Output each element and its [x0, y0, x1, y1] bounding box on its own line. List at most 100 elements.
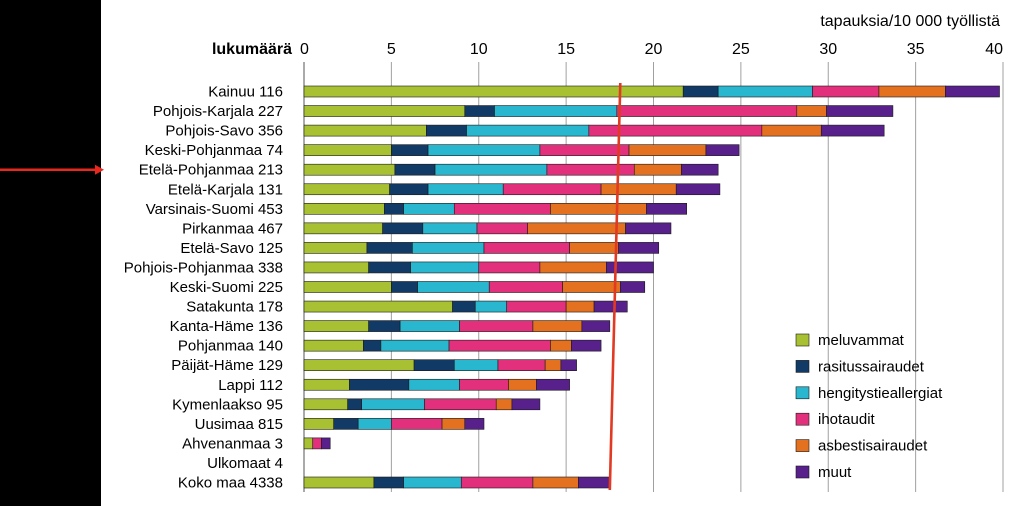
- bar-6-meluvammat: [303, 203, 385, 215]
- bar-3-rasitussairaudet: [391, 144, 429, 156]
- bar-13-rasitussairaudet: [363, 339, 382, 352]
- category-label-5: Etelä-Karjala 131: [168, 181, 283, 198]
- bar-7-muut: [625, 222, 672, 235]
- bar-16-meluvammat: [303, 398, 348, 411]
- category-label-6: Varsinais-Suomi 453: [146, 201, 283, 218]
- legend-swatch-rasitussairaudet: [795, 360, 810, 373]
- bar-5-asbestisairaudet: [600, 183, 677, 196]
- bar-10-asbestisairaudet: [562, 281, 621, 293]
- reference-line: [608, 82, 622, 491]
- category-label-14: Päijät-Häme 129: [171, 357, 283, 374]
- bar-8-hengitystieallergiat: [412, 242, 485, 254]
- bar-7-hengitystieallergiat: [422, 222, 478, 235]
- left-black-panel: [0, 0, 101, 506]
- category-label-19: Ulkomaat 4: [207, 455, 283, 472]
- bar-5-hengitystieallergiat: [427, 183, 504, 196]
- legend-label-ihotaudit: ihotaudit: [818, 411, 876, 428]
- bar-17-muut: [464, 418, 485, 430]
- bar-17-ihotaudit: [391, 418, 443, 430]
- category-label-17: Uusimaa 815: [195, 416, 283, 433]
- bar-11-muut: [593, 300, 628, 313]
- bar-9-muut: [606, 261, 654, 274]
- category-label-10: Keski-Suomi 225: [170, 279, 283, 296]
- bar-16-rasitussairaudet: [347, 398, 362, 411]
- bar-11-rasitussairaudet: [452, 300, 476, 313]
- bar-8-asbestisairaudet: [569, 242, 619, 254]
- bar-15-rasitussairaudet: [349, 378, 410, 391]
- bar-16-muut: [511, 398, 541, 411]
- bar-0-hengitystieallergiat: [717, 85, 813, 98]
- bar-0-meluvammat: [303, 85, 684, 98]
- bar-13-meluvammat: [303, 339, 364, 352]
- legend-label-rasitussairaudet: rasitussairaudet: [818, 358, 925, 375]
- bar-12-ihotaudit: [459, 320, 534, 332]
- category-labels: Kainuu 116 Pohjois-Karjala 227 Pohjois-Sav…: [124, 84, 283, 492]
- bar-8-rasitussairaudet: [366, 242, 413, 254]
- bar-12-rasitussairaudet: [368, 320, 401, 332]
- bar-2-rasitussairaudet: [426, 124, 467, 137]
- bar-17-asbestisairaudet: [441, 418, 466, 430]
- bar-18-meluvammat: [303, 437, 314, 450]
- bar-14-ihotaudit: [497, 359, 546, 372]
- legend: meluvammat rasitussairaudet hengitystieall…: [795, 332, 943, 481]
- bar-14-rasitussairaudet: [413, 359, 455, 372]
- bar-15-muut: [536, 378, 570, 391]
- x-axis-ticks: 0 5 10 15 20 25 30 35 40: [300, 41, 1003, 58]
- bar-13-hengitystieallergiat: [380, 339, 450, 352]
- bar-11-meluvammat: [303, 300, 453, 313]
- bar-17-hengitystieallergiat: [357, 418, 392, 430]
- bar-5-ihotaudit: [502, 183, 602, 196]
- bar-6-ihotaudit: [453, 203, 551, 215]
- bar-14-meluvammat: [303, 359, 415, 372]
- bar-16-ihotaudit: [424, 398, 497, 411]
- bar-7-asbestisairaudet: [527, 222, 626, 235]
- bar-2-hengitystieallergiat: [466, 124, 590, 137]
- bar-13-asbestisairaudet: [550, 339, 572, 352]
- x-tick-label-25: 25: [732, 41, 750, 58]
- category-label-12: Kanta-Häme 136: [170, 318, 283, 335]
- legend-label-hengitystieallergiat: hengitystieallergiat: [818, 385, 943, 402]
- bar-12-hengitystieallergiat: [399, 320, 460, 332]
- bar-11-asbestisairaudet: [565, 300, 595, 313]
- bar-10-ihotaudit: [488, 281, 563, 293]
- bar-7-rasitussairaudet: [382, 222, 424, 235]
- bar-5-muut: [675, 183, 721, 196]
- bar-3-hengitystieallergiat: [427, 144, 541, 156]
- bar-1-rasitussairaudet: [464, 105, 495, 117]
- bar-15-ihotaudit: [459, 378, 509, 391]
- legend-swatch-hengitystieallergiat: [795, 386, 810, 400]
- bar-1-asbestisairaudet: [796, 105, 827, 117]
- bar-4-rasitussairaudet: [394, 163, 436, 176]
- bar-3-muut: [705, 144, 740, 156]
- bar-17-meluvammat: [303, 418, 335, 430]
- bar-20-hengitystieallergiat: [403, 476, 462, 489]
- category-label-7: Pirkanmaa 467: [182, 220, 283, 237]
- bar-9-hengitystieallergiat: [410, 261, 480, 274]
- x-tick-label-35: 35: [907, 41, 925, 58]
- category-label-18: Ahvenanmaa 3: [182, 435, 283, 452]
- bar-18-ihotaudit: [312, 437, 322, 450]
- category-label-3: Keski-Pohjanmaa 74: [145, 142, 283, 159]
- category-label-15: Lappi 112: [218, 377, 283, 394]
- x-tick-label-0: 0: [300, 41, 309, 58]
- bar-9-ihotaudit: [478, 261, 541, 274]
- bar-6-muut: [646, 203, 688, 215]
- bar-0-muut: [945, 85, 1000, 98]
- x-tick-label-5: 5: [387, 41, 396, 58]
- bar-4-meluvammat: [303, 163, 396, 176]
- bar-12-muut: [581, 320, 611, 332]
- bar-3-asbestisairaudet: [628, 144, 707, 156]
- bar-9-meluvammat: [303, 261, 369, 274]
- bar-3-meluvammat: [303, 144, 392, 156]
- bar-10-hengitystieallergiat: [417, 281, 490, 293]
- bar-7-ihotaudit: [476, 222, 528, 235]
- category-label-20: Koko maa 4338: [178, 475, 283, 492]
- x-tick-label-15: 15: [557, 41, 575, 58]
- x-tick-label-30: 30: [819, 41, 837, 58]
- reference-line-group: [608, 82, 622, 491]
- bar-2-ihotaudit: [588, 124, 763, 137]
- bar-16-hengitystieallergiat: [361, 398, 425, 411]
- bar-20-muut: [578, 476, 611, 489]
- bar-20-rasitussairaudet: [373, 476, 404, 489]
